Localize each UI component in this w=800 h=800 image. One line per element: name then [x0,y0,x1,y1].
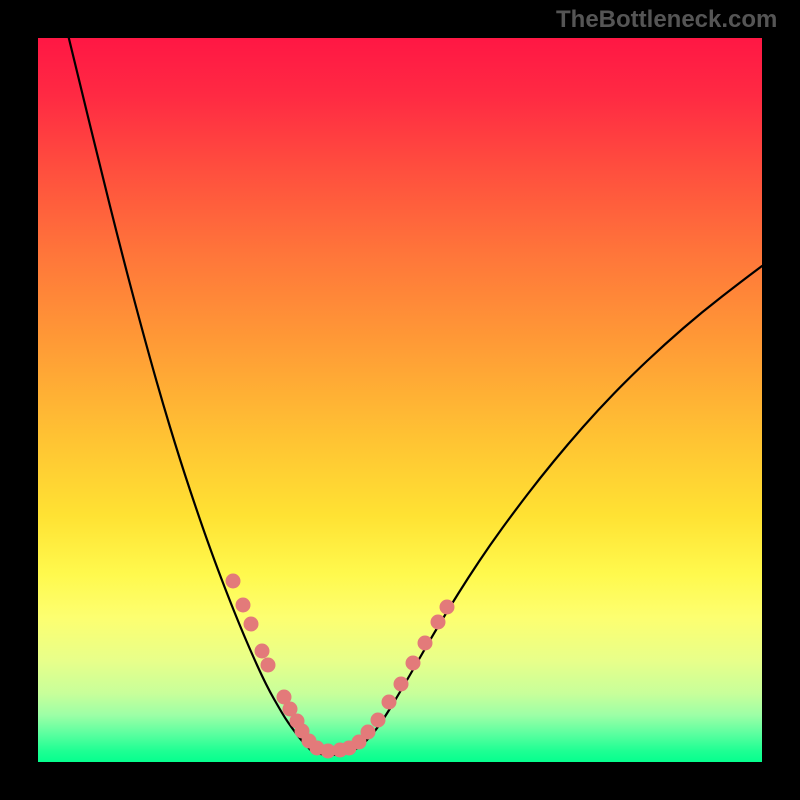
watermark-text: TheBottleneck.com [556,6,777,34]
data-marker [406,656,421,671]
data-markers-group [226,574,455,759]
data-marker [236,598,251,613]
data-marker [431,615,446,630]
v-curve-line [62,10,762,755]
plot-svg [0,0,800,800]
data-marker [361,725,376,740]
data-marker [226,574,241,589]
data-marker [382,695,397,710]
data-marker [394,677,409,692]
data-marker [255,644,270,659]
chart-frame [38,38,762,762]
data-marker [261,658,276,673]
data-marker [440,600,455,615]
data-marker [371,713,386,728]
data-marker [418,636,433,651]
data-marker [244,617,259,632]
